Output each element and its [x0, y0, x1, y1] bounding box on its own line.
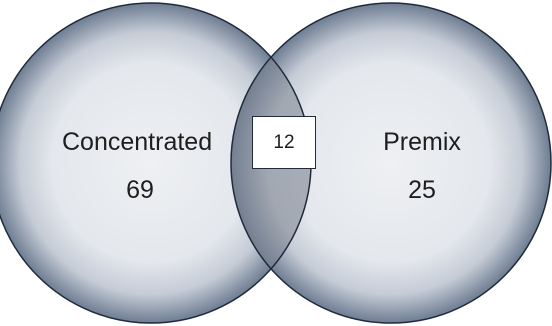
premix-count: 25	[408, 176, 436, 204]
concentrated-circle	[0, 3, 311, 323]
overlap-count: 12	[273, 131, 295, 153]
concentrated-count: 69	[126, 176, 154, 204]
overlap-count-box: 12	[252, 116, 316, 169]
concentrated-label: Concentrated	[62, 128, 213, 156]
premix-circle	[231, 3, 551, 323]
premix-label: Premix	[383, 128, 461, 156]
premix-circle-outline	[230, 2, 552, 324]
